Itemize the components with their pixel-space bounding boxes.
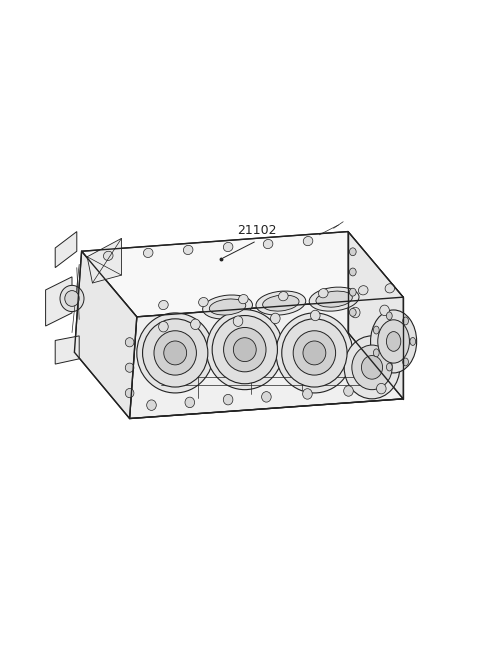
Ellipse shape [209,299,246,315]
Polygon shape [46,277,72,326]
Ellipse shape [191,319,200,329]
Ellipse shape [385,283,395,293]
Ellipse shape [361,356,383,379]
Ellipse shape [376,383,386,394]
Ellipse shape [386,332,401,351]
Ellipse shape [60,285,84,312]
Ellipse shape [373,326,379,334]
Ellipse shape [233,316,243,327]
Ellipse shape [293,331,336,375]
Ellipse shape [378,319,409,363]
Ellipse shape [223,242,233,252]
Ellipse shape [303,388,312,399]
Ellipse shape [316,291,352,307]
Ellipse shape [371,310,417,373]
Ellipse shape [303,236,313,246]
Ellipse shape [359,285,368,295]
Ellipse shape [224,327,266,372]
Ellipse shape [410,337,416,345]
Ellipse shape [311,310,320,321]
Ellipse shape [143,319,208,387]
Ellipse shape [386,312,392,320]
Polygon shape [82,232,403,317]
Polygon shape [55,232,77,268]
Ellipse shape [303,341,326,365]
Polygon shape [55,336,79,364]
Ellipse shape [263,295,299,311]
Ellipse shape [239,295,248,304]
Ellipse shape [349,288,356,296]
Ellipse shape [403,317,408,325]
Text: 21102: 21102 [237,224,276,237]
Ellipse shape [349,268,356,276]
Ellipse shape [125,363,134,372]
Ellipse shape [137,313,214,393]
Polygon shape [74,251,137,419]
Ellipse shape [206,310,283,390]
Ellipse shape [349,308,356,316]
Polygon shape [348,232,403,399]
Ellipse shape [352,345,392,390]
Ellipse shape [271,313,280,323]
Ellipse shape [386,363,392,371]
Ellipse shape [199,297,208,307]
Polygon shape [130,297,403,419]
Ellipse shape [223,394,233,405]
Ellipse shape [264,239,273,249]
Ellipse shape [185,397,194,407]
Ellipse shape [158,321,168,332]
Ellipse shape [147,400,156,411]
Ellipse shape [344,386,353,396]
Ellipse shape [276,313,353,393]
Ellipse shape [319,289,328,298]
Ellipse shape [380,305,389,316]
Ellipse shape [159,300,168,310]
Ellipse shape [278,291,288,301]
Ellipse shape [65,291,79,306]
Ellipse shape [350,307,360,318]
Ellipse shape [104,251,113,260]
Ellipse shape [349,248,356,256]
Ellipse shape [233,338,256,361]
Ellipse shape [144,248,153,258]
Ellipse shape [256,291,306,315]
Ellipse shape [309,287,359,311]
Ellipse shape [203,295,252,319]
Ellipse shape [212,316,277,384]
Ellipse shape [344,336,400,399]
Ellipse shape [183,245,193,255]
Ellipse shape [125,388,134,398]
Ellipse shape [403,358,408,366]
Ellipse shape [282,319,347,387]
Ellipse shape [164,341,187,365]
Ellipse shape [373,349,379,357]
Ellipse shape [154,331,196,375]
Polygon shape [87,238,121,283]
Ellipse shape [262,392,271,402]
Ellipse shape [125,338,134,347]
